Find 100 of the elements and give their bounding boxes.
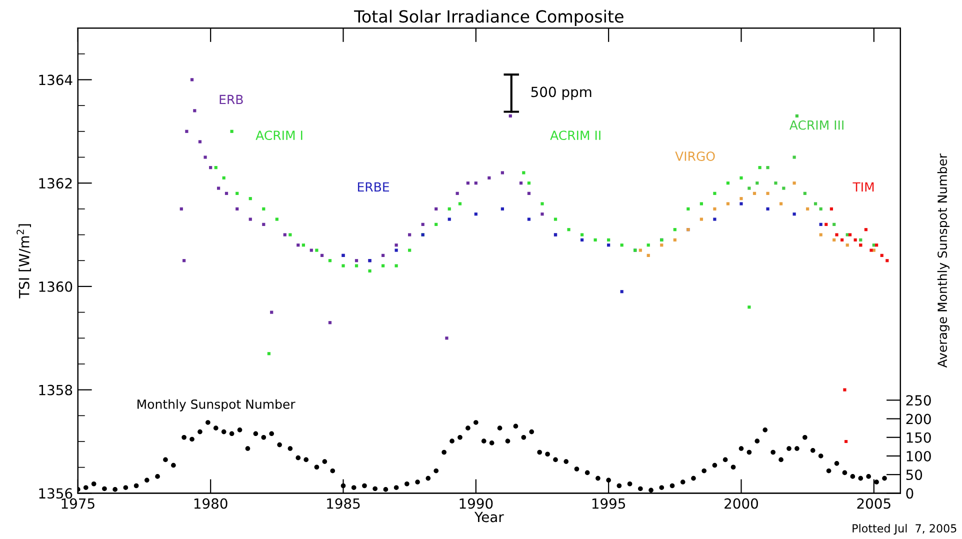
annotation: ACRIM I — [256, 130, 302, 140]
x-tick-label: 1990 — [460, 498, 493, 509]
point — [394, 244, 398, 247]
point — [302, 244, 305, 247]
point — [342, 264, 345, 268]
point — [500, 171, 504, 174]
point — [638, 248, 642, 252]
point — [315, 248, 318, 252]
point — [832, 238, 836, 242]
point — [296, 244, 300, 247]
point — [500, 207, 504, 210]
point — [540, 202, 544, 206]
point — [580, 238, 584, 242]
x-tick-label: 1995 — [592, 498, 626, 509]
point — [328, 259, 332, 262]
point — [758, 166, 762, 170]
point — [766, 207, 770, 210]
point — [795, 114, 799, 118]
point — [522, 171, 526, 174]
point — [700, 218, 703, 221]
point — [832, 222, 836, 226]
point — [840, 238, 844, 242]
annotation: ACRIM III — [789, 120, 844, 130]
point — [214, 166, 218, 170]
point — [567, 228, 570, 232]
point — [580, 233, 584, 236]
annotation: ERB — [220, 94, 243, 104]
point — [607, 244, 610, 247]
point — [262, 222, 266, 226]
point — [224, 192, 228, 195]
point — [830, 207, 833, 210]
point — [180, 207, 183, 210]
y2-tick-label: 200 — [906, 414, 931, 424]
point — [854, 238, 857, 242]
point — [875, 244, 878, 247]
point — [262, 207, 266, 210]
point — [209, 166, 212, 170]
point — [448, 207, 451, 210]
point — [752, 192, 756, 195]
point — [686, 207, 690, 210]
point — [843, 388, 846, 392]
y-tick-label: 1356 — [39, 488, 72, 499]
annotation: Monthly Sunspot Number — [138, 399, 296, 412]
point — [408, 248, 412, 252]
y-tick-label: 1364 — [39, 74, 72, 86]
annotation: ERBE — [358, 182, 390, 192]
point — [248, 197, 252, 200]
point — [713, 192, 716, 195]
point — [368, 269, 372, 272]
x-tick-label: 2000 — [724, 498, 758, 509]
point — [267, 352, 271, 356]
point — [458, 202, 462, 206]
point — [236, 207, 239, 210]
point — [354, 264, 358, 268]
point — [527, 218, 531, 221]
point — [824, 222, 828, 226]
point — [846, 233, 849, 236]
point — [508, 114, 512, 118]
x-tick-label: 1985 — [327, 498, 360, 509]
point — [594, 238, 597, 242]
point — [872, 248, 876, 252]
point — [774, 182, 778, 185]
point — [819, 222, 822, 226]
point — [766, 166, 770, 170]
point — [726, 202, 730, 206]
point — [421, 222, 424, 226]
y-tick-label: 1360 — [39, 281, 72, 292]
point — [886, 259, 889, 262]
point — [554, 218, 558, 221]
point — [779, 202, 783, 206]
point — [620, 244, 624, 247]
point — [660, 244, 664, 247]
point — [204, 156, 207, 159]
point — [864, 228, 868, 232]
point — [748, 186, 751, 190]
point — [740, 202, 743, 206]
point — [354, 259, 358, 262]
point — [870, 248, 873, 252]
point — [792, 156, 796, 159]
point — [806, 207, 810, 210]
point — [381, 264, 385, 268]
point — [803, 192, 806, 195]
point — [236, 192, 239, 195]
point — [275, 218, 278, 221]
point — [527, 182, 531, 185]
point — [320, 254, 324, 257]
point — [222, 176, 226, 180]
point — [434, 222, 438, 226]
text: Plotted Jul 7, 2005 — [852, 524, 956, 535]
point — [740, 176, 743, 180]
point — [782, 186, 786, 190]
point — [673, 238, 676, 242]
annotation: ACRIM II — [550, 130, 600, 140]
point — [607, 238, 610, 242]
point — [394, 248, 398, 252]
y-tick-label: 1358 — [39, 384, 72, 396]
point — [846, 244, 849, 247]
point — [288, 233, 292, 236]
x-axis-title: Year — [474, 512, 504, 522]
y2-tick-label: 0 — [906, 488, 914, 499]
